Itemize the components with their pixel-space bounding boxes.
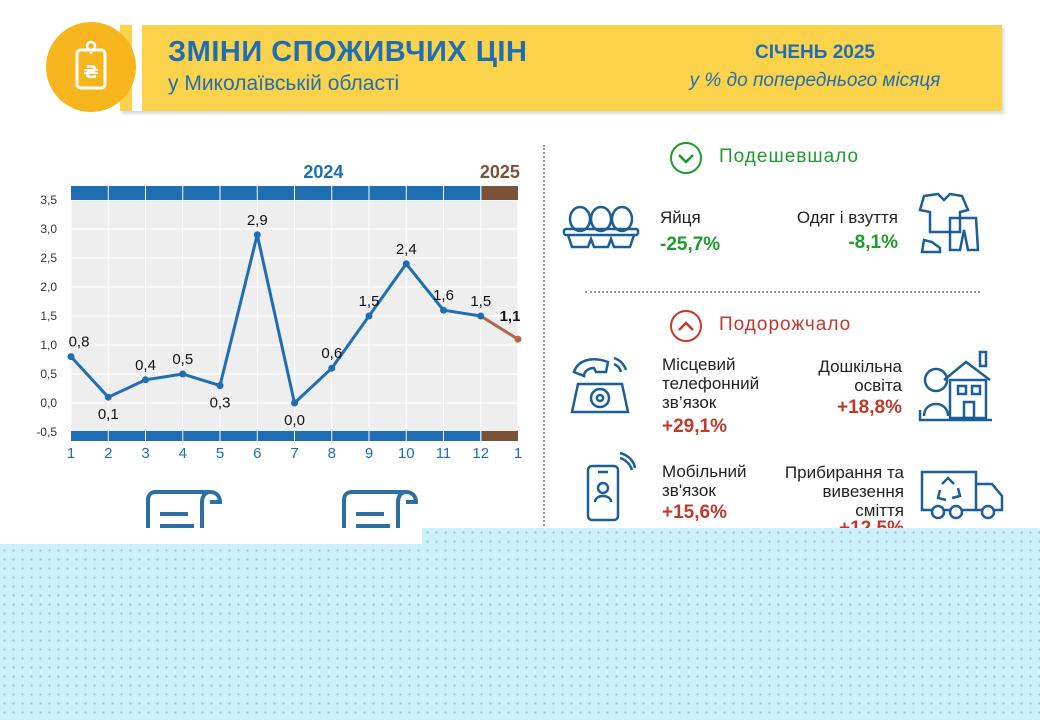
- item-value-eggs: -25,7%: [660, 234, 721, 255]
- x-tick-label: 10: [398, 445, 415, 462]
- data-label: 1,1: [500, 308, 521, 325]
- x-tick-label: 12: [472, 445, 489, 462]
- item-value-preschool: +18,8%: [837, 397, 902, 418]
- page-subtitle: у Миколаївській області: [168, 72, 400, 95]
- item-value-landline: +29,1%: [662, 416, 727, 437]
- logo-circle: [46, 22, 136, 112]
- item-name-landline: Місцевий телефонний зв’язок: [662, 355, 760, 412]
- y-tick-label: 2,5: [40, 251, 57, 265]
- landline-phone-icon: [570, 356, 630, 414]
- data-point: [402, 260, 410, 268]
- data-label: 1,5: [359, 293, 380, 310]
- hryvnia-price-tag-icon: ₴: [75, 40, 107, 90]
- item-name-clothes: Одяг і взуття: [796, 208, 898, 227]
- kindergarten-icon: [918, 350, 992, 422]
- data-point: [328, 364, 336, 372]
- cheaper-title: Подешевшало: [719, 146, 860, 167]
- x-tick-label: 5: [216, 445, 224, 462]
- data-point: [253, 231, 261, 239]
- data-label: 0,0: [284, 412, 305, 429]
- data-label: 0,4: [135, 357, 156, 374]
- x-tick-label: 2: [104, 445, 112, 462]
- page-title: ЗМІНИ СПОЖИВЧИХ ЦІН: [168, 36, 528, 68]
- year-label-2025: 2025: [480, 162, 520, 182]
- band-2025: [481, 186, 518, 200]
- y-tick-label: 3,5: [40, 193, 57, 207]
- data-label: 1,6: [433, 287, 454, 304]
- overlay-notch: [0, 528, 422, 544]
- data-point: [291, 399, 298, 407]
- x-tick-label: 9: [365, 445, 373, 462]
- bottom-overlay-panel: [0, 528, 1040, 720]
- chevron-up-circle-icon: [670, 310, 702, 342]
- year-label-2024: 2024: [303, 162, 343, 182]
- garbage-truck-icon: [920, 470, 1004, 520]
- y-tick-label: 0,5: [40, 367, 57, 381]
- y-tick-label: 0,0: [40, 396, 57, 410]
- eggs-icon: [562, 205, 640, 249]
- x-tick-label: 11: [436, 445, 452, 462]
- mobile-phone-icon: [586, 452, 636, 522]
- x-tick-label: 1: [67, 445, 75, 462]
- x-tick-label: 1: [514, 445, 522, 462]
- data-point: [365, 312, 373, 320]
- y-tick-label: -0,5: [36, 425, 57, 439]
- horizontal-divider: [585, 291, 980, 293]
- band-2025: [481, 431, 518, 441]
- period-label: СІЧЕНЬ 2025: [755, 42, 875, 63]
- series-line-2025: [479, 314, 519, 341]
- data-point: [477, 312, 485, 320]
- y-tick-label: 1,0: [40, 338, 57, 352]
- y-tick-label: 3,0: [40, 222, 57, 236]
- chevron-down-circle-icon: [670, 142, 702, 174]
- x-tick-label: 4: [179, 445, 187, 462]
- data-label: 0,1: [98, 406, 119, 423]
- band-2024: [71, 431, 482, 441]
- data-point: [142, 376, 149, 384]
- header-banner: [120, 25, 1002, 111]
- data-point: [440, 306, 447, 314]
- banner-stripe: [132, 25, 142, 111]
- data-label: 0,8: [69, 334, 90, 351]
- item-value-mobile: +15,6%: [662, 502, 727, 523]
- data-point: [216, 382, 224, 390]
- data-label: 2,4: [396, 241, 417, 258]
- item-name-eggs: Яйця: [660, 208, 701, 227]
- x-tick-label: 6: [253, 445, 261, 462]
- data-label: 0,3: [210, 395, 231, 412]
- x-tick-label: 8: [328, 445, 336, 462]
- data-label: 2,9: [247, 212, 268, 229]
- data-label: 0,6: [321, 345, 342, 362]
- x-tick-label: 3: [141, 445, 149, 462]
- band-2024: [71, 186, 482, 200]
- item-value-clothes: -8,1%: [848, 232, 898, 253]
- data-point: [179, 370, 187, 378]
- x-tick-label: 7: [290, 445, 298, 462]
- y-tick-label: 1,5: [40, 309, 57, 323]
- data-point: [67, 353, 75, 361]
- item-name-mobile: Мобільний зв'язок: [662, 462, 747, 500]
- pricier-title: Подорожчало: [719, 314, 852, 335]
- data-label: 0,5: [172, 351, 193, 368]
- data-point: [514, 335, 522, 343]
- period-note: у % до попереднього місяця: [689, 70, 941, 91]
- clothes-icon: [918, 192, 980, 254]
- vertical-divider: [543, 145, 545, 545]
- data-label: 1,5: [470, 293, 491, 310]
- series-line-2024: [69, 233, 481, 405]
- item-name-garbage: Прибирання та вивезення сміття: [784, 463, 904, 520]
- y-tick-label: 2,0: [40, 280, 57, 294]
- data-point: [104, 393, 112, 401]
- svg-text:₴: ₴: [83, 62, 98, 83]
- item-name-preschool: Дошкільна освіта: [818, 357, 902, 395]
